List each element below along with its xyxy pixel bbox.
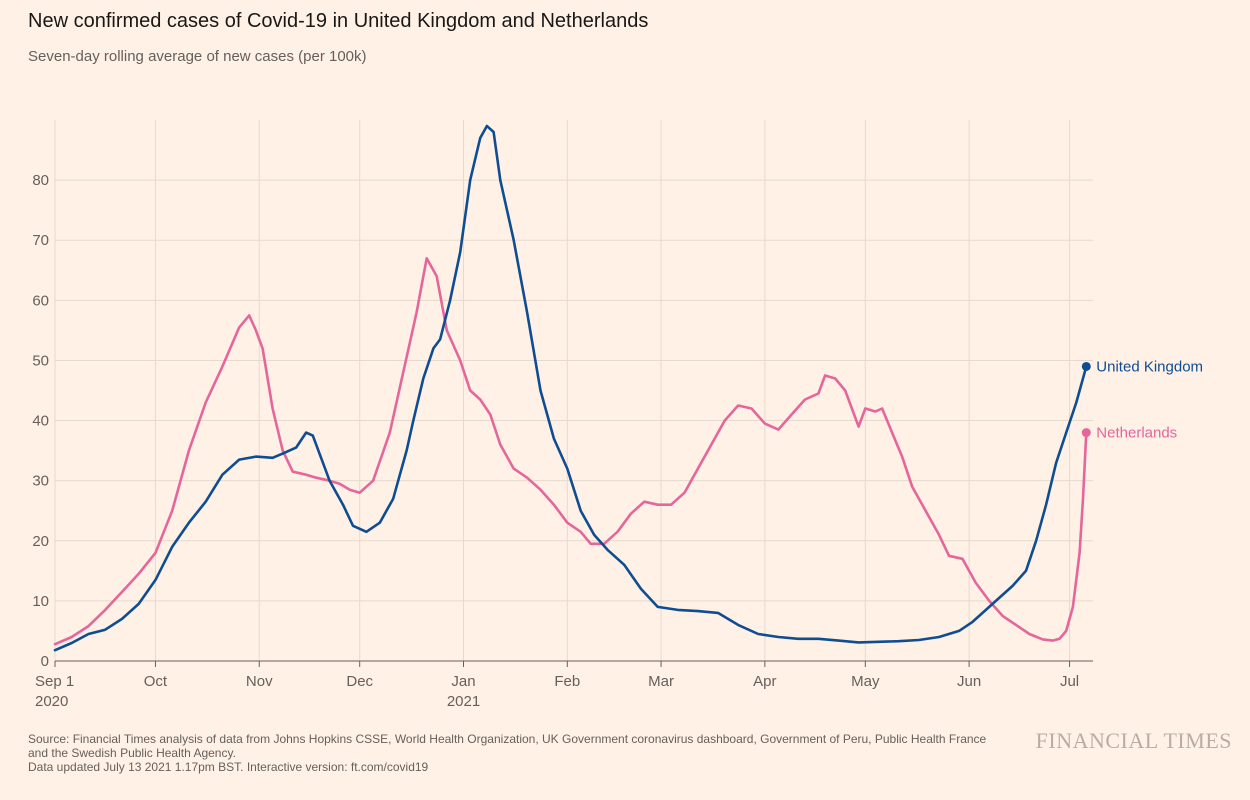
y-tick-label: 0: [41, 653, 49, 670]
chart-subtitle: Seven-day rolling average of new cases (…: [28, 48, 367, 65]
series-label-netherlands: Netherlands: [1096, 425, 1177, 442]
x-tick-label: Sep 1: [35, 673, 74, 690]
x-tick-label: May: [851, 673, 880, 690]
source-note: Source: Financial Times analysis of data…: [28, 732, 987, 746]
legend: United Kingdom Netherlands: [1081, 358, 1203, 442]
y-tick-label: 70: [32, 232, 49, 249]
x-tick-label: Jul: [1060, 673, 1079, 690]
x-tick-year-label: 2021: [447, 693, 480, 710]
y-tick-label: 50: [32, 352, 49, 369]
ft-logo: FINANCIAL TIMES: [1035, 728, 1232, 753]
y-tick-label: 30: [32, 473, 49, 490]
series-label-united-kingdom: United Kingdom: [1096, 358, 1203, 375]
y-tick-label: 40: [32, 413, 49, 430]
series-line-united-kingdom: [53, 124, 1088, 652]
series-layer: [53, 124, 1088, 652]
chart-title: New confirmed cases of Covid-19 in Unite…: [28, 10, 649, 32]
x-tick-label: Feb: [554, 673, 580, 690]
x-tick-year-label: 2020: [35, 693, 68, 710]
axes: 0 10 20 30 40 50 60 70 80 Sep 1 2020 Oct Nov Dec Jan 20…: [32, 172, 1093, 710]
x-tick-label: Oct: [144, 673, 168, 690]
x-tick-label: Dec: [346, 673, 373, 690]
update-note: Data updated July 13 2021 1.17pm BST. In…: [28, 760, 429, 774]
x-tick-label: Jun: [957, 673, 981, 690]
footer: Source: Financial Times analysis of data…: [28, 732, 1018, 774]
x-tick-label: Jan: [451, 673, 475, 690]
y-tick-label: 10: [32, 593, 49, 610]
grid: [54, 120, 1093, 661]
x-tick-label: Nov: [246, 673, 273, 690]
y-tick-label: 60: [32, 292, 49, 309]
source-note-continued: and the Swedish Public Health Agency.: [28, 746, 236, 760]
y-tick-label: 80: [32, 172, 49, 189]
x-tick-label: Mar: [648, 673, 674, 690]
x-tick-label: Apr: [753, 673, 776, 690]
series-end-marker-netherlands: [1081, 428, 1091, 438]
series-line-netherlands: [53, 257, 1088, 646]
series-end-marker-united-kingdom: [1081, 361, 1091, 371]
y-tick-label: 20: [32, 533, 49, 550]
